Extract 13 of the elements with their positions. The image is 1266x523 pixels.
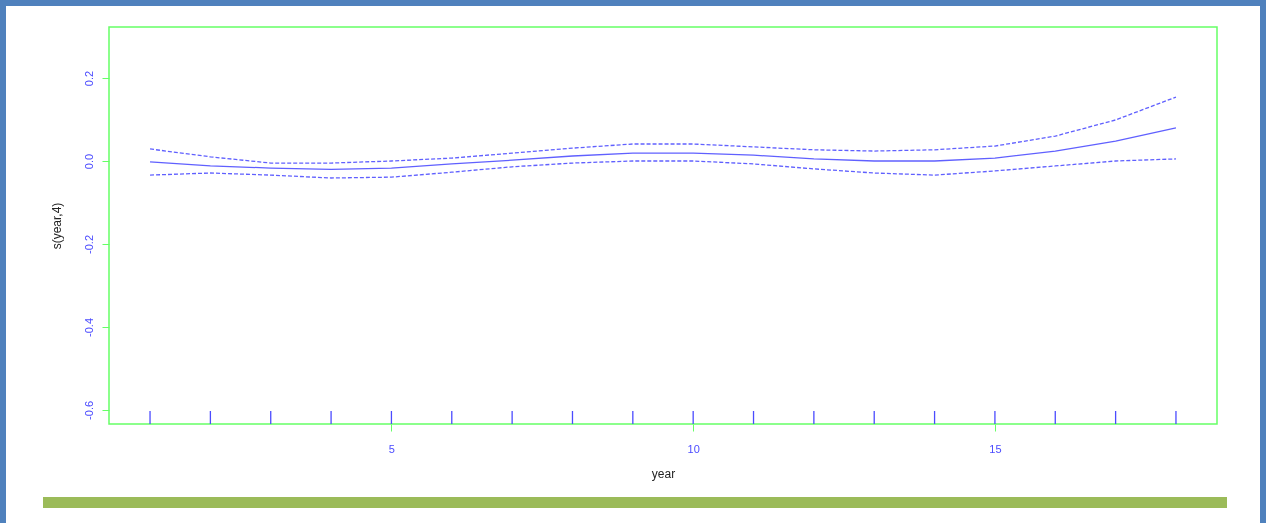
x-tick-label: 10	[687, 442, 700, 455]
y-tick-label: -0.2	[82, 234, 95, 254]
line-series	[149, 96, 1177, 164]
line-series	[149, 158, 1177, 179]
y-tick-label: 0.0	[82, 153, 95, 170]
y-tick-label: -0.4	[82, 317, 95, 337]
y-tick-label: -0.6	[82, 400, 95, 420]
y-axis-title: s(year,4)	[49, 202, 64, 250]
x-tick-label: 5	[388, 442, 395, 455]
x-tick-label: 15	[989, 442, 1002, 455]
y-tick-label: 0.2	[82, 70, 95, 87]
line-series	[149, 127, 1177, 170]
x-axis-title: year	[651, 466, 676, 481]
